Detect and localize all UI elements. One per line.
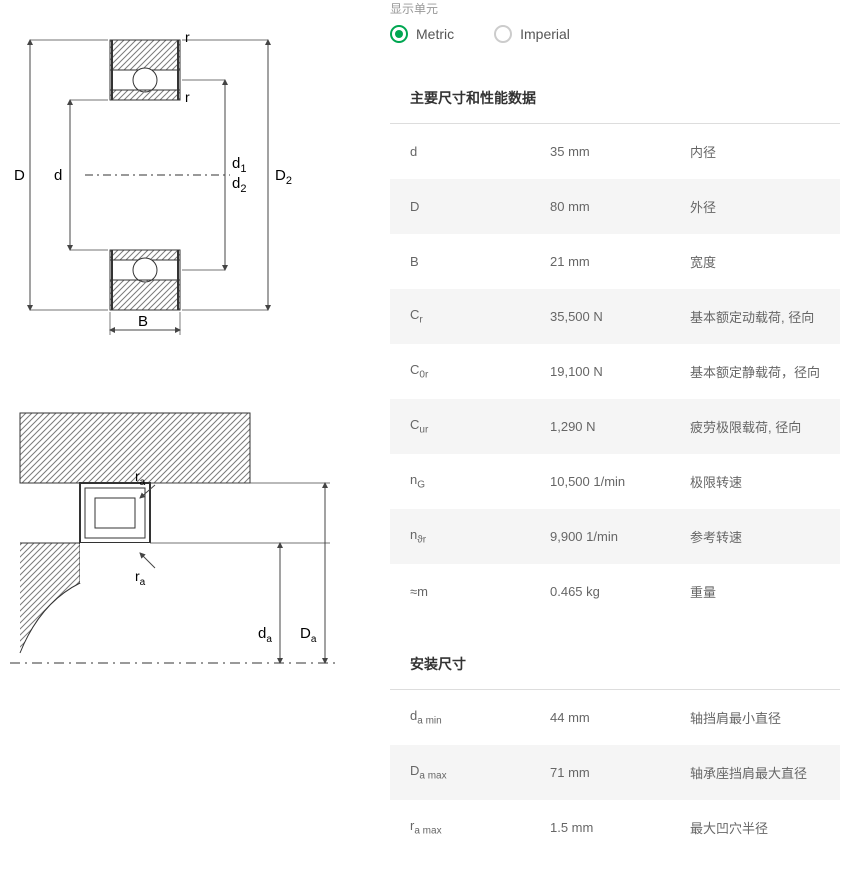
- table-row: Cr35,500 N基本额定动载荷, 径向: [390, 289, 840, 344]
- table-row: Cur1,290 N疲劳极限载荷, 径向: [390, 399, 840, 454]
- value-cell: 1,290 N: [530, 399, 670, 454]
- symbol-cell: nG: [390, 454, 530, 509]
- dim-r-top: r: [185, 29, 190, 45]
- dim-B: B: [138, 313, 148, 330]
- dim-d2: d2: [232, 175, 246, 195]
- symbol-cell: B: [390, 234, 530, 289]
- radio-metric[interactable]: Metric: [390, 25, 454, 43]
- value-cell: 35,500 N: [530, 289, 670, 344]
- value-cell: 35 mm: [530, 124, 670, 179]
- symbol-cell: nϑr: [390, 509, 530, 564]
- symbol-cell: C0r: [390, 344, 530, 399]
- table-row: nG10,500 1/min极限转速: [390, 454, 840, 509]
- unit-radio-group: Metric Imperial: [390, 25, 840, 43]
- table-row: B21 mm宽度: [390, 234, 840, 289]
- table-row: d35 mm内径: [390, 124, 840, 179]
- desc-cell: 疲劳极限载荷, 径向: [670, 399, 840, 454]
- diagrams-column: D d d1 d2 D2 B: [0, 0, 380, 855]
- dim-d: d: [54, 167, 62, 184]
- data-column: 显示单元 Metric Imperial 主要尺寸和性能数据 d35 mm内径D…: [380, 0, 860, 855]
- dim-Da: Da: [300, 625, 317, 645]
- dim-d1: d1: [232, 155, 246, 175]
- symbol-cell: Da max: [390, 745, 530, 800]
- desc-cell: 轴挡肩最小直径: [670, 690, 840, 745]
- table-row: da min44 mm轴挡肩最小直径: [390, 690, 840, 745]
- value-cell: 9,900 1/min: [530, 509, 670, 564]
- symbol-cell: D: [390, 179, 530, 234]
- value-cell: 19,100 N: [530, 344, 670, 399]
- symbol-cell: Cur: [390, 399, 530, 454]
- value-cell: 71 mm: [530, 745, 670, 800]
- symbol-cell: da min: [390, 690, 530, 745]
- value-cell: 0.465 kg: [530, 564, 670, 619]
- table-row: Da max71 mm轴承座挡肩最大直径: [390, 745, 840, 800]
- value-cell: 10,500 1/min: [530, 454, 670, 509]
- value-cell: 21 mm: [530, 234, 670, 289]
- dim-da: da: [258, 625, 272, 645]
- desc-cell: 轴承座挡肩最大直径: [670, 745, 840, 800]
- table-row: ra max1.5 mm最大凹穴半径: [390, 800, 840, 855]
- radio-imperial-label: Imperial: [520, 26, 570, 42]
- radio-imperial[interactable]: Imperial: [494, 25, 570, 43]
- table-row: C0r19,100 N基本额定静载荷，径向: [390, 344, 840, 399]
- dim-D2: D2: [275, 167, 292, 187]
- table-row: D80 mm外径: [390, 179, 840, 234]
- value-cell: 1.5 mm: [530, 800, 670, 855]
- value-cell: 44 mm: [530, 690, 670, 745]
- unit-label: 显示单元: [390, 0, 840, 17]
- desc-cell: 最大凹穴半径: [670, 800, 840, 855]
- section-title-mounting: 安装尺寸: [390, 639, 840, 690]
- desc-cell: 基本额定静载荷，径向: [670, 344, 840, 399]
- symbol-cell: Cr: [390, 289, 530, 344]
- desc-cell: 基本额定动载荷, 径向: [670, 289, 840, 344]
- mounting-diagram: ra ra da Da: [0, 403, 370, 696]
- desc-cell: 宽度: [670, 234, 840, 289]
- desc-cell: 内径: [670, 124, 840, 179]
- desc-cell: 参考转速: [670, 509, 840, 564]
- section-title-main: 主要尺寸和性能数据: [390, 73, 840, 124]
- mounting-data-table: da min44 mm轴挡肩最小直径Da max71 mm轴承座挡肩最大直径ra…: [390, 690, 840, 855]
- radio-imperial-circle: [494, 25, 512, 43]
- main-data-table: d35 mm内径D80 mm外径B21 mm宽度Cr35,500 N基本额定动载…: [390, 124, 840, 619]
- bearing-cross-section-diagram: D d d1 d2 D2 B: [0, 20, 370, 343]
- value-cell: 80 mm: [530, 179, 670, 234]
- dim-D: D: [14, 167, 25, 184]
- symbol-cell: ra max: [390, 800, 530, 855]
- desc-cell: 重量: [670, 564, 840, 619]
- desc-cell: 外径: [670, 179, 840, 234]
- radio-metric-circle: [390, 25, 408, 43]
- table-row: ≈m0.465 kg重量: [390, 564, 840, 619]
- table-row: nϑr9,900 1/min参考转速: [390, 509, 840, 564]
- radio-metric-label: Metric: [416, 26, 454, 42]
- symbol-cell: d: [390, 124, 530, 179]
- symbol-cell: ≈m: [390, 564, 530, 619]
- desc-cell: 极限转速: [670, 454, 840, 509]
- dim-r-inner: r: [185, 89, 190, 105]
